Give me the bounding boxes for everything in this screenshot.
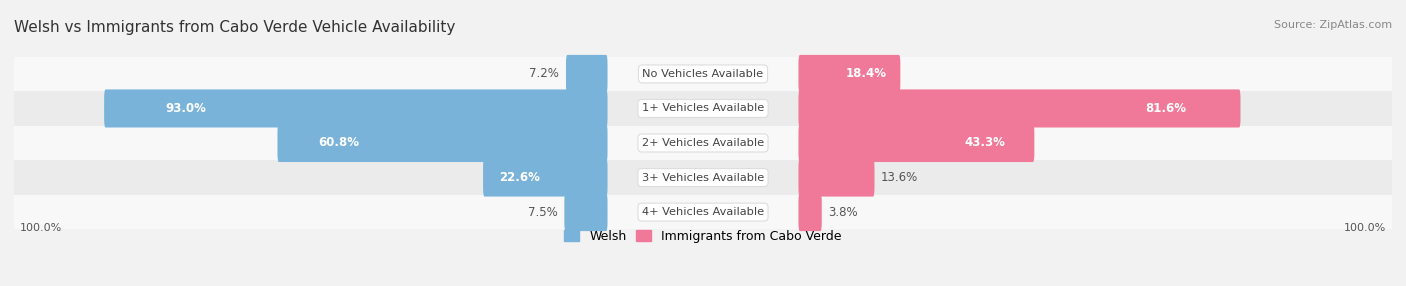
Bar [0, 195, 1406, 229]
Text: 22.6%: 22.6% [499, 171, 540, 184]
Bar [0, 160, 1406, 195]
Text: 100.0%: 100.0% [20, 223, 62, 233]
Text: 93.0%: 93.0% [166, 102, 207, 115]
Text: 43.3%: 43.3% [965, 136, 1005, 150]
Legend: Welsh, Immigrants from Cabo Verde: Welsh, Immigrants from Cabo Verde [564, 230, 842, 243]
FancyBboxPatch shape [799, 158, 875, 196]
FancyBboxPatch shape [799, 124, 1035, 162]
Text: Welsh vs Immigrants from Cabo Verde Vehicle Availability: Welsh vs Immigrants from Cabo Verde Vehi… [14, 20, 456, 35]
Text: 100.0%: 100.0% [1344, 223, 1386, 233]
FancyBboxPatch shape [799, 193, 821, 231]
FancyBboxPatch shape [104, 90, 607, 128]
Text: 2+ Vehicles Available: 2+ Vehicles Available [643, 138, 763, 148]
Bar [0, 126, 1406, 160]
FancyBboxPatch shape [484, 158, 607, 196]
Text: 7.2%: 7.2% [530, 67, 560, 80]
Text: 3+ Vehicles Available: 3+ Vehicles Available [643, 172, 763, 182]
FancyBboxPatch shape [799, 90, 1240, 128]
FancyBboxPatch shape [277, 124, 607, 162]
Text: 7.5%: 7.5% [527, 206, 558, 219]
Text: 4+ Vehicles Available: 4+ Vehicles Available [643, 207, 763, 217]
Text: 81.6%: 81.6% [1146, 102, 1187, 115]
Text: Source: ZipAtlas.com: Source: ZipAtlas.com [1274, 20, 1392, 30]
Text: 13.6%: 13.6% [882, 171, 918, 184]
FancyBboxPatch shape [799, 55, 900, 93]
FancyBboxPatch shape [567, 55, 607, 93]
Text: 60.8%: 60.8% [318, 136, 359, 150]
Text: 3.8%: 3.8% [828, 206, 858, 219]
Text: No Vehicles Available: No Vehicles Available [643, 69, 763, 79]
Text: 1+ Vehicles Available: 1+ Vehicles Available [643, 104, 763, 114]
Text: 18.4%: 18.4% [846, 67, 887, 80]
Bar [0, 57, 1406, 91]
Bar [0, 91, 1406, 126]
FancyBboxPatch shape [564, 193, 607, 231]
